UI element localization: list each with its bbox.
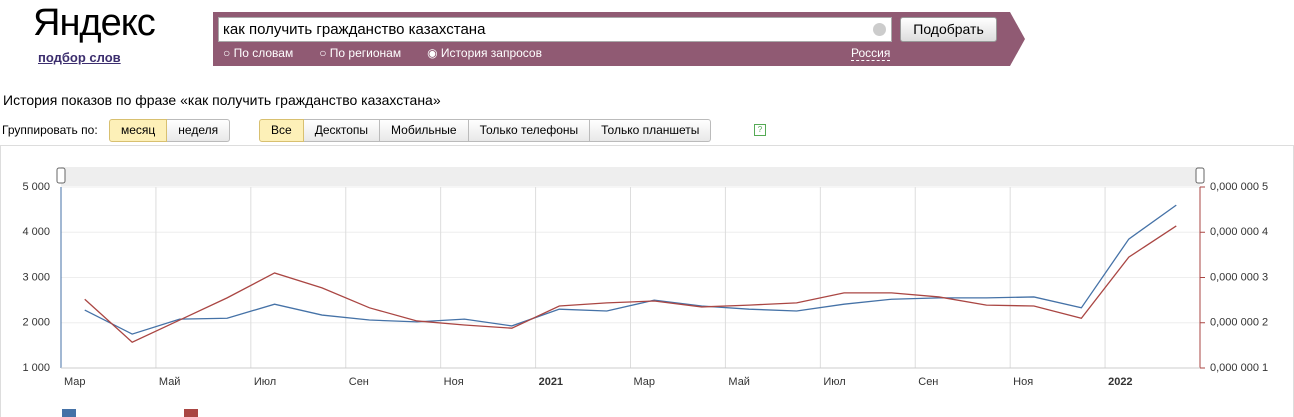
x-tick-label: Сен [918,376,938,388]
range-handle[interactable] [1195,167,1205,184]
radio[interactable]: ○ По словам [223,46,294,60]
submit-button[interactable]: Подобрать [900,17,997,42]
legend-swatch [184,409,198,417]
x-tick-label: Май [159,376,181,388]
logo[interactable]: Яндекс [33,2,156,44]
search-mode: ○ По словам ○ По регионам ◉ История запр… [223,46,542,60]
device-button[interactable]: Только планшеты [590,119,712,142]
search-input[interactable]: как получить гражданство казахстана [218,17,892,42]
subtitle-link[interactable]: подбор слов [38,50,121,65]
y2-tick-label: 0,000 000 5 [1210,181,1268,193]
y-tick-label: 1 000 [22,362,50,374]
x-tick-label: 2021 [539,376,563,388]
y2-tick-label: 0,000 000 3 [1210,271,1268,283]
device-switch: Все Десктопы Мобильные Только телефоны Тольк… [259,119,712,142]
y2-tick-label: 0,000 000 1 [1210,362,1268,374]
group-label: Группировать по: [2,123,98,137]
x-tick-label: Ноя [444,376,464,388]
x-tick-label: Ноя [1013,376,1033,388]
radio[interactable]: ◉ История запросов [427,46,542,60]
y2-tick-label: 0,000 000 2 [1210,317,1268,329]
region-link[interactable]: Россия [851,46,891,61]
device-button[interactable]: Мобильные [380,119,469,142]
legend-swatch [62,409,76,417]
heading: История показов по фразе «как получить г… [3,92,441,108]
device-button[interactable]: Все [259,119,304,142]
group-button[interactable]: месяц [109,119,168,142]
clear-icon[interactable] [873,23,886,36]
radio-label: По словам [233,46,294,60]
radio-label: История запросов [440,46,542,60]
range-handle[interactable] [56,167,66,184]
chart: 1 000 2 000 3 000 4 000 5 000 0,000 000 1 0,00… [0,145,1294,417]
x-tick-label: Май [728,376,750,388]
device-button[interactable]: Только телефоны [468,119,591,142]
series-line [84,204,1177,335]
y-tick-label: 3 000 [22,271,50,283]
x-tick-label: Июл [823,376,845,388]
x-tick-label: 2022 [1108,376,1132,388]
radio-label: По регионам [329,46,402,60]
group-button[interactable]: неделя [167,119,231,142]
y2-tick-label: 0,000 000 4 [1210,226,1268,238]
x-tick-label: Июл [254,376,276,388]
device-button[interactable]: Десктопы [303,119,381,142]
x-tick-label: Мар [634,376,656,388]
group-switch: месяц неделя [109,119,231,142]
y-tick-label: 2 000 [22,317,50,329]
x-tick-label: Сен [349,376,369,388]
x-tick-label: Мар [64,376,86,388]
series-line [84,225,1177,343]
radio[interactable]: ○ По регионам [319,46,402,60]
y-tick-label: 5 000 [22,181,50,193]
y-tick-label: 4 000 [22,226,50,238]
